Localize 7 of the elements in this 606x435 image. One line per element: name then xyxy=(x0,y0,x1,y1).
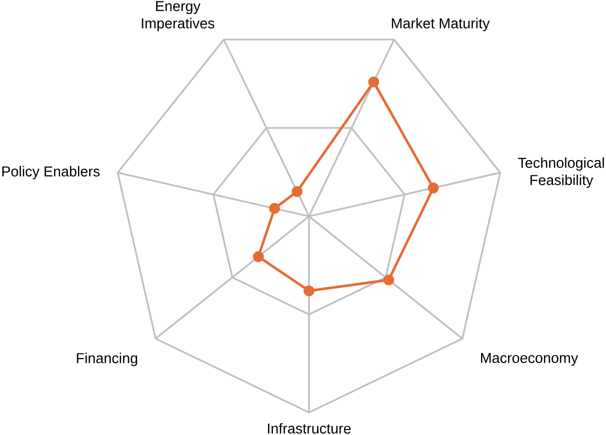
spoke-label: Market Maturity xyxy=(392,18,490,32)
spoke-label: Energy Imperatives xyxy=(142,1,214,32)
spoke-label: Financing xyxy=(76,352,138,366)
spoke-label: Technological Feasibility xyxy=(518,157,604,188)
spoke-label: Policy Enablers xyxy=(2,166,100,180)
spoke-label: Macroeconomy xyxy=(481,353,578,366)
spoke-label: Infrastructure xyxy=(268,423,351,434)
